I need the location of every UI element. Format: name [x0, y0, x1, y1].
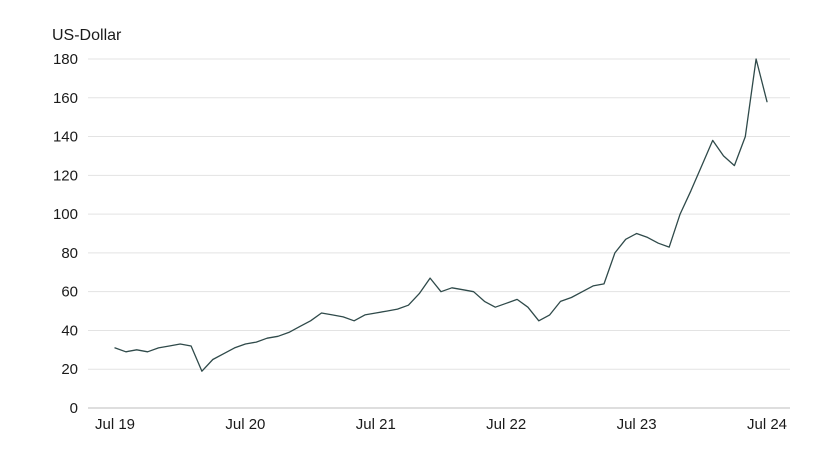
x-tick-labels: Jul 19 Jul 20 Jul 21 Jul 22 Jul 23 Jul 24: [95, 416, 787, 433]
x-tick-label: Jul 21: [356, 416, 396, 433]
y-tick-labels: 0 20 40 60 80 100 120 140 160 180: [53, 51, 78, 417]
x-tick-label: Jul 23: [617, 416, 657, 433]
x-tick-label: Jul 24: [747, 416, 787, 433]
x-tick-label: Jul 20: [225, 416, 265, 433]
y-tick-label: 40: [61, 322, 78, 339]
y-tick-label: 60: [61, 284, 78, 301]
x-tick-label: Jul 19: [95, 416, 135, 433]
y-tick-label: 180: [53, 51, 78, 68]
gridlines: [88, 58, 790, 409]
y-tick-label: 140: [53, 129, 78, 146]
y-axis-label: US-Dollar: [52, 27, 122, 44]
y-tick-label: 80: [61, 245, 78, 262]
y-tick-label: 120: [53, 167, 78, 184]
y-tick-label: 0: [70, 400, 78, 417]
x-tick-label: Jul 22: [486, 416, 526, 433]
price-line: [114, 58, 768, 372]
y-tick-label: 20: [61, 361, 78, 378]
y-tick-label: 160: [53, 90, 78, 107]
y-tick-label: 100: [53, 206, 78, 223]
